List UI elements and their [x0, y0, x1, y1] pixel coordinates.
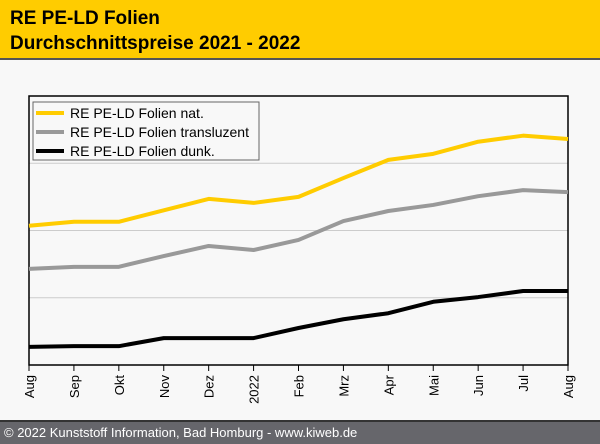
series-line: [28, 133, 569, 228]
x-tick-label: Mrz: [336, 375, 351, 397]
chart-header: RE PE-LD Folien Durchschnittspreise 2021…: [0, 0, 600, 60]
series-line: [28, 188, 569, 271]
legend-label: RE PE-LD Folien nat.: [70, 105, 204, 121]
legend: RE PE-LD Folien nat. RE PE-LD Folien tran…: [32, 101, 260, 161]
x-tick-label: Jun: [471, 375, 486, 396]
x-tick-label: Okt: [112, 375, 127, 396]
chart-title-line2: Durchschnittspreise 2021 - 2022: [10, 33, 301, 54]
x-tick-label: Aug: [561, 375, 576, 398]
x-tick-label: Dez: [202, 375, 217, 398]
x-tick-label: Jul: [516, 375, 531, 392]
legend-label: RE PE-LD Folien dunk.: [70, 143, 215, 159]
x-tick-label: 2022: [247, 375, 262, 404]
series-line: [28, 289, 568, 349]
x-tick-label: Apr: [381, 374, 396, 395]
x-tick-label: Sep: [67, 375, 82, 398]
x-tick-label: Mai: [426, 375, 441, 396]
x-tick-label: Aug: [22, 375, 37, 398]
x-tick-label: Feb: [292, 375, 307, 397]
chart-title-line1: RE PE-LD Folien: [10, 8, 160, 29]
legend-box: [32, 101, 260, 161]
footer-copyright: © 2022 Kunststoff Information, Bad Hombu…: [0, 420, 600, 444]
legend-label: RE PE-LD Folien transluzent: [70, 124, 249, 140]
x-tick-label: Nov: [157, 375, 172, 399]
